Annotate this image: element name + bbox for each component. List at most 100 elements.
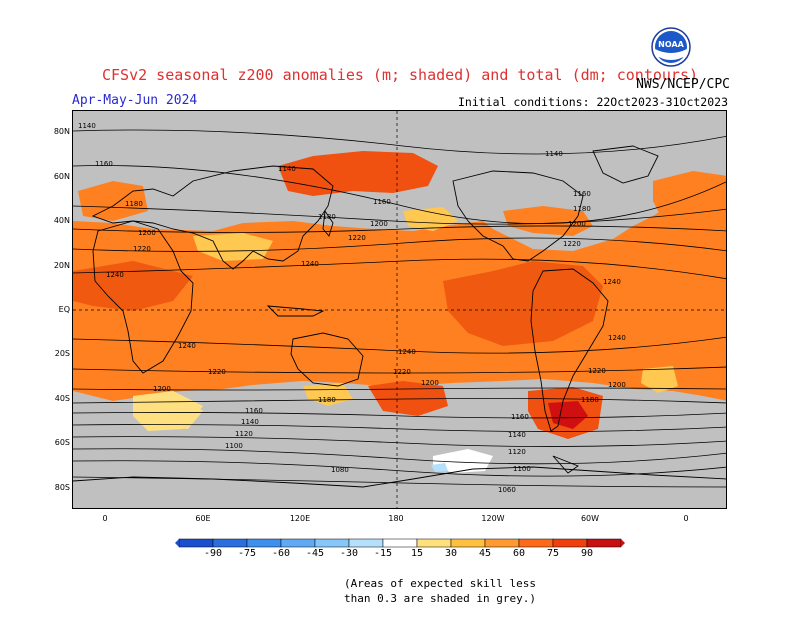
lon-label: 120E	[289, 514, 311, 523]
colorbar-tick-label: -45	[305, 548, 325, 559]
skill-note-line2: than 0.3 are shaded in grey.)	[343, 592, 537, 605]
contour-label: 1060	[498, 486, 516, 494]
colorbar-cell	[586, 538, 622, 548]
anomaly-area-south-indian	[133, 391, 203, 431]
contour-label: 1140	[508, 431, 526, 439]
agency-label: NWS/NCEP/CPC	[636, 77, 730, 92]
contour-label: 1100	[513, 465, 531, 473]
noaa-logo-icon: NOAA	[651, 27, 691, 67]
colorbar-cell	[552, 538, 588, 548]
lon-label: 60E	[195, 514, 211, 523]
lat-label: 60S	[54, 438, 70, 447]
colorbar-tick-label: 90	[580, 548, 594, 559]
logo-text: NOAA	[658, 40, 684, 49]
anomaly-area-north-atlantic	[653, 171, 726, 231]
anomaly-area-darker	[73, 261, 193, 311]
lon-label: 0	[102, 514, 108, 523]
contour-label: 1200	[153, 385, 171, 393]
lat-label: 60N	[53, 172, 70, 181]
colorbar-cell	[246, 538, 282, 548]
coastline-australia	[290, 332, 364, 387]
coastline-eurasia	[91, 165, 334, 270]
contour-1180	[73, 205, 726, 225]
contour-label: 1200	[421, 379, 439, 387]
anomaly-area-north-pacific	[278, 151, 438, 196]
anomaly-area-light	[403, 207, 458, 231]
contour-label: 1240	[603, 278, 621, 286]
contour-1100-s	[73, 448, 726, 465]
coastline-africa	[92, 220, 194, 374]
lat-label: 80S	[54, 483, 70, 492]
contour-label: 1160	[245, 407, 263, 415]
contour-1180-s	[73, 398, 726, 404]
contour-label: 1160	[95, 160, 113, 168]
contour-1080-s	[73, 460, 726, 477]
contour-label: 1180	[573, 205, 591, 213]
contour-label: 1200	[138, 229, 156, 237]
negative-anomaly-area	[431, 463, 448, 472]
colorbar-cell	[178, 538, 214, 548]
anomaly-area-south-america-core	[548, 401, 588, 429]
colorbar-cell	[450, 538, 486, 548]
initial-conditions: Initial conditions: 22Oct2023-31Oct2023	[457, 95, 728, 109]
coastline-japan	[322, 209, 334, 237]
contour-1160	[73, 165, 726, 224]
contour-label: 1220	[133, 245, 151, 253]
colorbar-cell	[518, 538, 554, 548]
contour-label: 1160	[573, 190, 591, 198]
coastline-north-america	[452, 170, 584, 262]
colorbar-tick-label: 60	[512, 548, 526, 559]
lat-label: 80N	[53, 127, 70, 136]
contour-label: 1220	[348, 234, 366, 242]
contour-label: 1140	[241, 418, 259, 426]
lon-label: 180	[388, 514, 404, 523]
anomaly-area-light	[193, 233, 273, 261]
contour-label: 1200	[370, 220, 388, 228]
colorbar-tick-label: -90	[203, 548, 223, 559]
colorbar-tick-label: 75	[546, 548, 560, 559]
contour-label-group: 1140 1160 1140 1180 1140 1160 1180 1160 …	[78, 122, 626, 494]
contour-label: 1240	[301, 260, 319, 268]
colorbar-tick-label: -75	[237, 548, 257, 559]
forecast-period: Apr-May-Jun 2024	[72, 93, 198, 108]
contour-label: 1180	[318, 213, 336, 221]
contour-label: 1160	[373, 198, 391, 206]
contour-label: 1220	[588, 367, 606, 375]
contour-1140	[73, 129, 726, 155]
contour-label: 1240	[106, 271, 124, 279]
coastline-greenland	[592, 145, 659, 184]
coastline-south-america	[530, 268, 609, 432]
contour-1200	[73, 225, 726, 233]
contour-label: 1220	[208, 368, 226, 376]
contour-1220	[73, 237, 726, 252]
contour-1240-n	[73, 258, 726, 280]
contour-label: 1180	[581, 396, 599, 404]
colorbar	[175, 538, 625, 548]
contour-label: 1100	[225, 442, 243, 450]
contour-label: 1180	[318, 396, 336, 404]
colorbar-cell	[348, 538, 384, 548]
negative-anomaly-area	[433, 449, 493, 473]
lat-label: 20S	[54, 349, 70, 358]
contour-label: 1120	[508, 448, 526, 456]
contour-label: 1220	[563, 240, 581, 248]
contour-label: 1200	[568, 220, 586, 228]
contour-label: 1120	[235, 430, 253, 438]
contour-label: 1140	[78, 122, 96, 130]
colorbar-cell	[212, 538, 248, 548]
contour-label: 1140	[278, 165, 296, 173]
lon-label: 60W	[580, 514, 600, 523]
chart-title: CFSv2 seasonal z200 anomalies (m; shaded…	[101, 66, 699, 84]
contour-1220-s	[73, 366, 726, 374]
anomaly-area-europe	[78, 181, 148, 221]
contour-label: 1160	[511, 413, 529, 421]
lat-label: EQ	[58, 305, 70, 314]
contour-label: 1140	[545, 150, 563, 158]
colorbar-tick-label: -15	[373, 548, 393, 559]
colorbar-cell	[314, 538, 350, 548]
lon-label: 120W	[481, 514, 505, 523]
contour-label: 1240	[178, 342, 196, 350]
contour-label: 1220	[393, 368, 411, 376]
colorbar-tick-label: 15	[410, 548, 424, 559]
contour-1240-s	[73, 336, 726, 354]
